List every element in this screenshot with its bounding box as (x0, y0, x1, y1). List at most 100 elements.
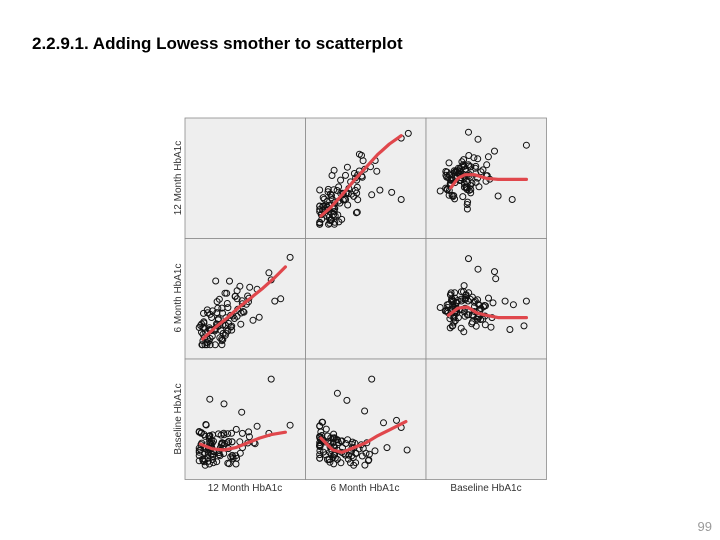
data-point (207, 450, 215, 458)
x-label-col-1: 6 Month HbA1c (331, 483, 400, 494)
data-point (209, 459, 217, 467)
data-point (477, 168, 485, 176)
data-point (205, 439, 213, 447)
panel-cell-r0-c0 (184, 117, 306, 239)
data-point (255, 313, 263, 321)
data-point-outlier (491, 147, 498, 155)
data-point (475, 301, 483, 309)
panel-r0-c1 (316, 129, 412, 228)
data-point-outlier (343, 396, 351, 404)
data-point (359, 157, 367, 165)
data-point (457, 288, 465, 296)
data-point (451, 289, 459, 297)
data-point (195, 428, 203, 436)
data-point (231, 292, 239, 300)
data-point (220, 429, 228, 437)
data-point (325, 220, 332, 228)
data-point-outlier (253, 422, 261, 430)
data-point (460, 288, 467, 296)
data-point-outlier (509, 301, 517, 309)
data-point (215, 295, 223, 303)
data-point (245, 428, 253, 436)
data-point (330, 434, 338, 442)
lowess-line (449, 173, 528, 190)
data-point (195, 452, 203, 459)
data-point (459, 193, 467, 201)
data-point (239, 308, 247, 315)
data-point (474, 155, 482, 163)
data-point (331, 218, 339, 226)
data-point (365, 456, 373, 464)
data-point (328, 191, 335, 199)
data-point (334, 211, 342, 219)
data-point (195, 447, 203, 454)
data-point (201, 455, 209, 463)
data-point-outlier (376, 186, 384, 194)
data-point (237, 320, 245, 328)
x-axis-labels: 12 Month HbA1c 6 Month HbA1c Baseline Hb… (208, 483, 522, 494)
data-point (475, 183, 483, 191)
data-point (202, 421, 210, 428)
data-point (353, 208, 361, 216)
data-point-outlier (460, 328, 468, 336)
panel-r2-c0 (195, 375, 294, 469)
data-point (351, 186, 359, 194)
data-point (483, 161, 491, 169)
data-point (322, 201, 330, 209)
data-point (450, 318, 458, 326)
panel-r1-c2 (436, 255, 530, 336)
data-point-outlier (522, 297, 530, 305)
x-label-col-2: Baseline HbA1c (450, 483, 521, 494)
data-point (203, 306, 211, 314)
data-point (361, 461, 369, 469)
data-point-outlier (492, 275, 500, 283)
data-point (336, 199, 344, 207)
data-point (206, 335, 214, 342)
data-point (232, 425, 240, 433)
data-point (342, 171, 349, 179)
data-point-outlier (465, 255, 472, 263)
data-point (455, 167, 463, 175)
data-point (328, 172, 336, 179)
data-point-outlier (383, 444, 391, 452)
data-point-outlier (368, 191, 376, 199)
data-point (447, 291, 455, 299)
data-point-outlier (368, 375, 376, 383)
lowess-line (446, 305, 528, 320)
data-point (371, 447, 379, 455)
data-point-outlier (474, 135, 482, 143)
data-point (460, 156, 468, 164)
page-number: 99 (697, 519, 712, 534)
data-point (451, 195, 459, 203)
data-point (337, 437, 345, 445)
data-point (237, 309, 245, 317)
data-point (210, 437, 217, 445)
data-point (216, 452, 224, 460)
data-point (200, 319, 208, 327)
data-point (485, 294, 492, 302)
data-point-outlier (212, 277, 220, 285)
lowess-line (319, 134, 403, 218)
data-point (450, 192, 458, 200)
data-point (330, 208, 338, 215)
data-point (316, 220, 324, 228)
data-point (228, 438, 236, 446)
data-point (316, 454, 324, 462)
data-point (316, 447, 324, 455)
data-point (316, 186, 324, 194)
data-point-outlier (491, 268, 498, 276)
data-point (198, 341, 206, 349)
data-point (201, 341, 209, 349)
data-point (245, 433, 253, 441)
data-point (358, 452, 366, 460)
data-point-outlier (397, 196, 405, 203)
data-point (464, 297, 472, 305)
data-point-outlier (265, 269, 273, 277)
data-point (480, 303, 487, 311)
data-point-outlier (494, 192, 502, 200)
data-point (331, 454, 339, 462)
data-point (240, 308, 248, 316)
y-label-row-1: 6 Month HbA1c (173, 264, 184, 333)
data-point (203, 341, 211, 349)
data-point (228, 326, 236, 334)
